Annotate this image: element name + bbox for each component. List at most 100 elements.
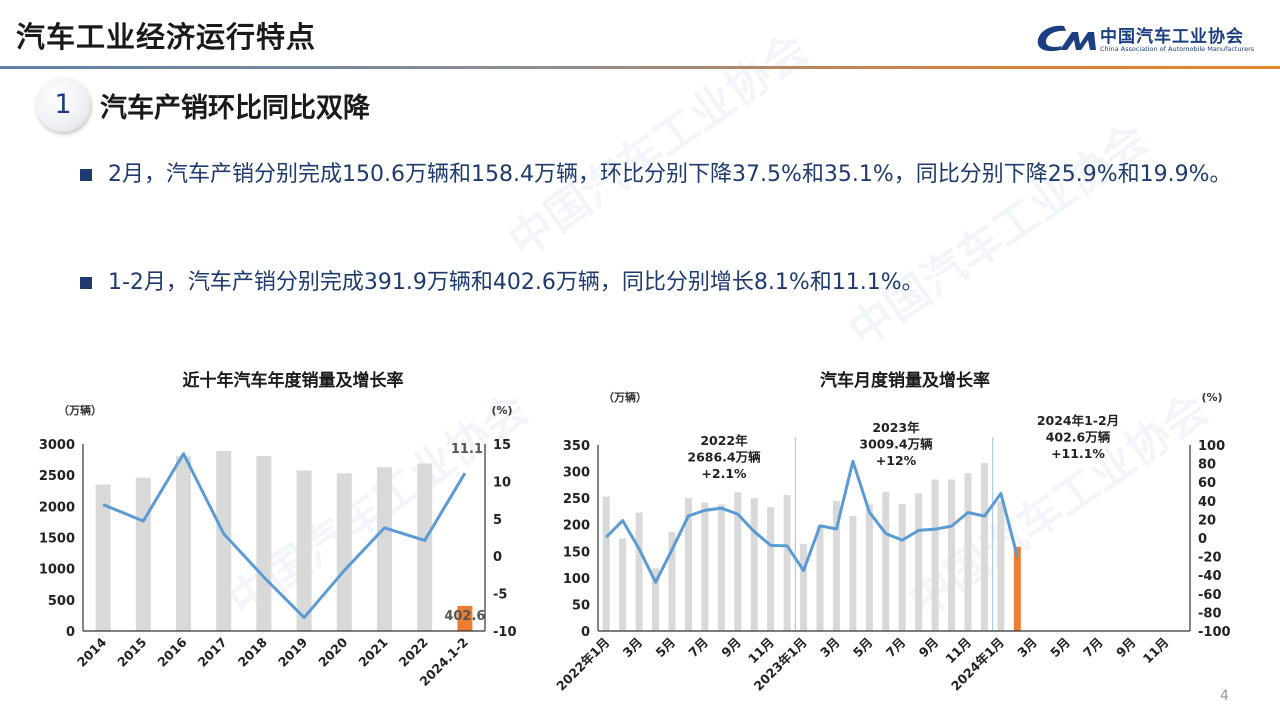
annotation-text: 2023年: [872, 420, 920, 435]
bar: [750, 498, 758, 631]
x-tick-label: 2022年1月: [553, 635, 612, 694]
y-tick-label: 100: [563, 572, 590, 587]
bar: [865, 504, 873, 631]
y2-tick-label: 0: [493, 550, 502, 565]
y2-axis-unit-label: (%): [491, 404, 512, 417]
annotation-text: 402.6万辆: [1046, 430, 1111, 445]
y2-tick-label: 40: [1198, 495, 1216, 510]
x-tick-label: 2016: [154, 634, 189, 669]
y-tick-label: 3000: [39, 438, 75, 453]
line-data-label: 11.1: [451, 442, 483, 457]
bar: [176, 456, 191, 631]
bar: [767, 507, 775, 631]
y2-tick-label: 100: [1198, 439, 1225, 454]
growth-rate-line: [605, 459, 1019, 584]
x-tick-label: 9月: [718, 635, 744, 661]
bar: [832, 500, 840, 631]
annotation-text: 2024年1-2月: [1037, 413, 1119, 428]
annotation-text: +11.1%: [1051, 446, 1105, 461]
y2-axis-unit-label: (%): [1201, 391, 1222, 404]
y2-tick-label: 80: [1198, 458, 1216, 473]
page-title: 汽车工业经济运行特点: [16, 20, 317, 54]
x-tick-label: 2020: [315, 634, 350, 669]
bar: [898, 503, 906, 631]
bar: [882, 491, 890, 631]
bar: [997, 501, 1005, 631]
monthly-sales-chart: 汽车月度销量及增长率（万辆） (%)050100150200250300350-1…: [553, 370, 1231, 694]
y2-tick-label: -60: [1198, 588, 1222, 603]
bar: [717, 504, 725, 631]
x-tick-label: 7月: [1080, 635, 1106, 661]
x-tick-label: 2014: [74, 634, 109, 669]
y-tick-label: 150: [563, 545, 590, 560]
y-tick-label: 0: [581, 625, 590, 640]
x-tick-label: 2021: [355, 635, 390, 670]
bar: [800, 543, 808, 631]
bullet-square-icon: [80, 169, 92, 181]
x-tick-label: 3月: [620, 635, 646, 661]
y2-tick-label: 15: [493, 438, 511, 453]
y2-tick-label: 60: [1198, 476, 1216, 491]
x-tick-label: 2018: [235, 635, 270, 670]
x-tick-label: 11月: [1140, 635, 1172, 667]
bar: [915, 493, 923, 631]
bar: [783, 494, 791, 631]
annotation-text: +12%: [876, 453, 917, 468]
x-tick-label: 5月: [850, 635, 876, 661]
chart-title: 汽车月度销量及增长率: [820, 370, 990, 391]
chart-title: 近十年汽车年度销量及增长率: [183, 370, 404, 391]
y-axis-unit-label: （万辆）: [603, 390, 647, 404]
bar: [849, 516, 857, 631]
x-tick-label: 9月: [1113, 635, 1139, 661]
x-tick-label: 9月: [916, 635, 942, 661]
y-axis-unit-label: （万辆）: [58, 403, 102, 417]
y2-tick-label: 5: [493, 513, 502, 528]
section-number: 1: [36, 78, 90, 132]
x-tick-label: 5月: [653, 635, 679, 661]
bar: [635, 512, 643, 631]
y2-tick-label: -5: [493, 588, 507, 603]
bar-data-label: 402.6: [444, 609, 485, 624]
y-tick-label: 0: [66, 625, 75, 640]
y2-tick-label: -40: [1198, 569, 1222, 584]
x-tick-label: 3月: [1014, 635, 1040, 661]
bar: [668, 532, 676, 631]
bar: [652, 568, 660, 631]
bar: [256, 455, 272, 631]
bar: [948, 479, 956, 631]
y-tick-label: 50: [572, 598, 590, 613]
bullet-item: 1-2月，汽车产销分别完成391.9万辆和402.6万辆，同比分别增长8.1%和…: [80, 266, 1240, 300]
y2-tick-label: 10: [493, 475, 511, 490]
bar: [296, 470, 312, 631]
x-tick-label: 2019: [275, 635, 310, 670]
y-tick-label: 1500: [39, 532, 75, 547]
bar: [336, 473, 352, 631]
logo-text-en: China Association of Automobile Manufact…: [1100, 45, 1255, 53]
bullet-item: 2月，汽车产销分别完成150.6万辆和158.4万辆，环比分别下降37.5%和3…: [80, 158, 1240, 192]
header-divider: [0, 66, 1280, 69]
cam-logo-icon: [1037, 25, 1096, 52]
annotation-text: 3009.4万辆: [859, 437, 933, 452]
bullet-square-icon: [80, 277, 92, 289]
bar: [701, 502, 709, 631]
x-tick-label: 7月: [685, 635, 711, 661]
bar: [964, 473, 972, 631]
y2-tick-label: -100: [1198, 625, 1231, 640]
annotation-text: +2.1%: [701, 466, 747, 481]
y-tick-label: 2500: [39, 469, 75, 484]
bar: [602, 496, 610, 631]
bullet-text: 2月，汽车产销分别完成150.6万辆和158.4万辆，环比分别下降37.5%和3…: [108, 162, 1232, 187]
y-tick-label: 200: [563, 519, 590, 534]
bar: [684, 498, 692, 631]
bar: [931, 479, 939, 631]
x-tick-label: 2022: [396, 635, 431, 670]
bar: [417, 463, 433, 631]
watermark: 中国汽车工业协会: [499, 23, 818, 268]
annual-sales-chart: 近十年汽车年度销量及增长率 （万辆） (%) 0 500 1000 1500 2000 2500…: [39, 370, 517, 689]
x-tick-label: 7月: [883, 635, 909, 661]
bar: [816, 525, 824, 631]
annotation-text: 2686.4万辆: [687, 450, 761, 465]
y2-tick-label: -10: [493, 625, 517, 640]
x-tick-label: 2017: [195, 635, 230, 670]
y-tick-label: 350: [563, 439, 590, 454]
